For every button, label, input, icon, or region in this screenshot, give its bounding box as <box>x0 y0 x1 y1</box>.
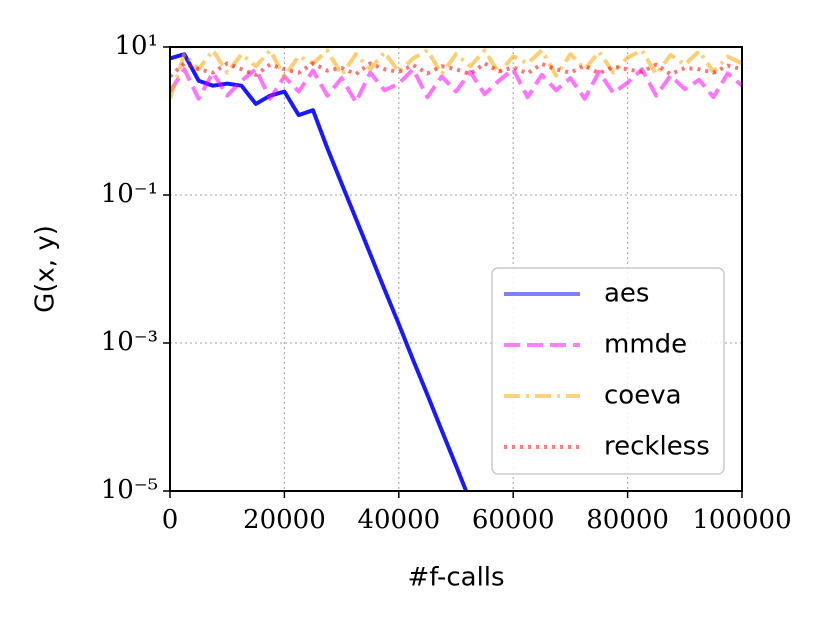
x-tick-label: 80000 <box>586 505 669 535</box>
x-tick-label: 100000 <box>692 505 791 535</box>
legend-label: reckless <box>604 432 710 462</box>
y-axis-label: G(x, y) <box>31 225 61 313</box>
y-tick-label: 10⁻¹ <box>101 179 158 209</box>
series-line <box>170 67 742 105</box>
x-tick-label: 20000 <box>243 505 326 535</box>
x-axis-label: #f-calls <box>407 563 504 593</box>
x-tick-label: 40000 <box>357 505 440 535</box>
axes: 0 20000 40000 60000 80000 100000 10¹ 10⁻¹ 10⁻³ 10… <box>101 31 792 535</box>
series-line <box>170 52 469 491</box>
x-tick-label: 60000 <box>472 505 555 535</box>
x-tick-label: 0 <box>162 505 179 535</box>
plot-frame <box>169 46 743 492</box>
legend-label: mmde <box>604 330 687 360</box>
y-tick-label: 10⁻³ <box>101 327 158 357</box>
lines <box>170 48 742 491</box>
y-tick-label: 10⁻⁵ <box>101 475 158 505</box>
legend-label: coeva <box>604 381 682 411</box>
y-tick-label: 10¹ <box>114 31 158 61</box>
legend-box <box>491 267 725 475</box>
legend-label: aes <box>604 279 649 309</box>
series-line <box>170 48 742 100</box>
